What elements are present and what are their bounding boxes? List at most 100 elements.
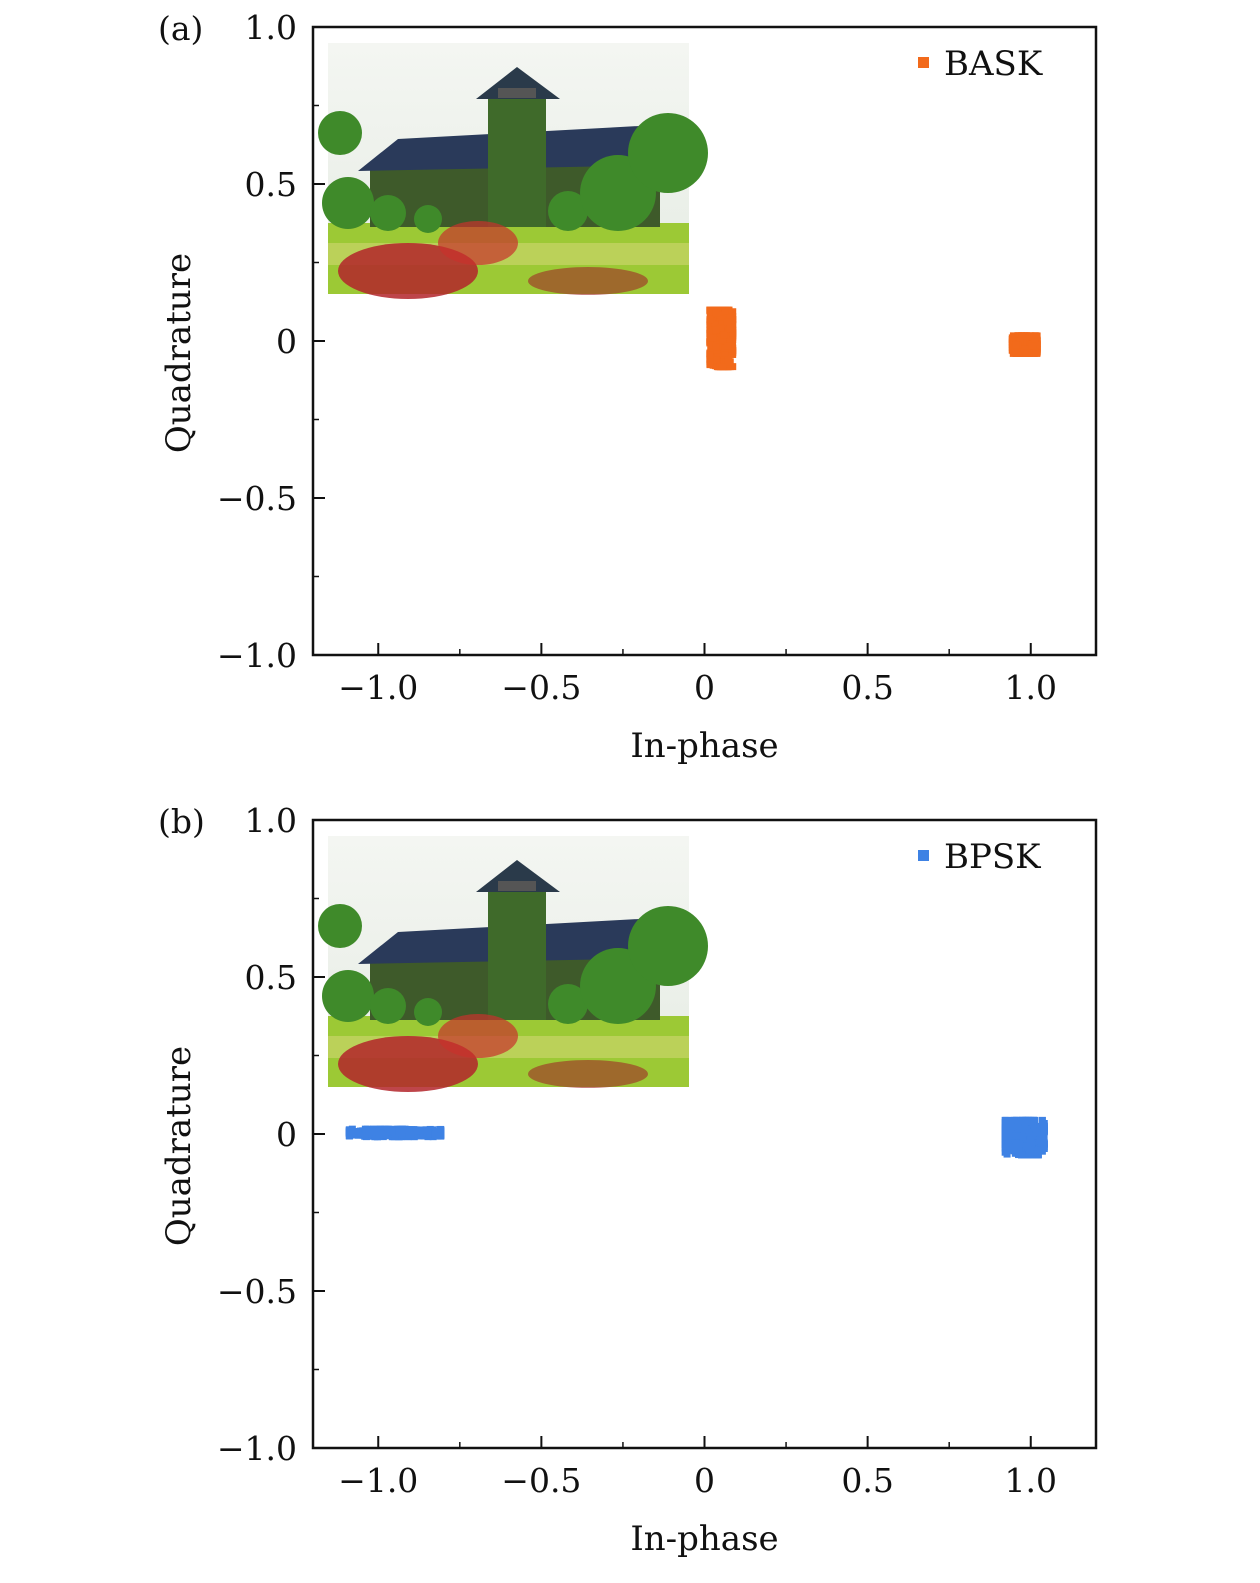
y-tick-label: −0.5 — [217, 479, 297, 518]
data-point — [1023, 1133, 1031, 1141]
series-BPSK — [345, 1116, 1048, 1159]
data-point — [1001, 1116, 1009, 1124]
data-point — [1014, 1119, 1022, 1127]
data-point — [712, 326, 720, 334]
x-tick-label: −0.5 — [501, 1461, 581, 1500]
data-point — [706, 351, 714, 359]
data-point — [361, 1132, 369, 1140]
data-point — [407, 1131, 415, 1139]
data-point — [724, 358, 732, 366]
data-point — [726, 314, 734, 322]
data-point — [712, 309, 720, 317]
data-point — [352, 1129, 360, 1137]
data-point — [399, 1126, 407, 1134]
y-tick-label: −0.5 — [217, 1272, 297, 1311]
x-tick-label: 1.0 — [1005, 1461, 1057, 1500]
data-point — [369, 1128, 377, 1136]
x-tick-label: 1.0 — [1005, 668, 1057, 707]
x-axis-title: In-phase — [630, 1519, 778, 1559]
figure-panel-b: −1.0 −0.5 0 0.5 1.0 −1.0 −0.5 0 0.5 1.0 In-phase Qu… — [0, 793, 1260, 1583]
data-point — [1019, 1117, 1027, 1125]
data-point — [1001, 1129, 1009, 1137]
data-point — [718, 320, 726, 328]
data-point — [1038, 1132, 1046, 1140]
data-point — [1028, 342, 1036, 350]
data-point — [713, 346, 721, 354]
data-point — [729, 350, 737, 358]
data-point — [724, 342, 732, 350]
series-BASK — [706, 306, 1041, 371]
figure-panel-a: −1.0 −0.5 0 0.5 1.0 −1.0 −0.5 0 0.5 1.0 In-phase Qu… — [0, 0, 1260, 790]
data-point — [1027, 1118, 1035, 1126]
data-point — [706, 316, 714, 324]
data-point — [729, 331, 737, 339]
legend: BPSK — [918, 837, 1041, 877]
data-point — [1032, 349, 1040, 357]
data-point — [1029, 1132, 1037, 1140]
data-point — [1001, 1124, 1009, 1132]
data-point — [1018, 1126, 1026, 1134]
data-point — [1012, 1139, 1020, 1147]
data-point — [1029, 1124, 1037, 1132]
legend-label: BASK — [944, 44, 1043, 84]
data-point — [1010, 1116, 1018, 1124]
data-point — [1006, 1130, 1014, 1138]
data-point — [384, 1125, 392, 1133]
data-point — [1009, 1146, 1017, 1154]
data-point — [1015, 1147, 1023, 1155]
data-point — [1023, 340, 1031, 348]
scatter-chart-a: −1.0 −0.5 0 0.5 1.0 −1.0 −0.5 0 0.5 1.0 In-phase Qu… — [158, 8, 1098, 766]
data-point — [419, 1130, 427, 1138]
data-point — [706, 329, 714, 337]
x-axis-title: In-phase — [630, 726, 778, 766]
data-point — [1014, 1125, 1022, 1133]
data-point — [729, 336, 737, 344]
data-point — [379, 1131, 387, 1139]
data-point — [1040, 1122, 1048, 1130]
data-point — [1016, 337, 1024, 345]
legend-marker — [918, 57, 929, 68]
data-point — [1026, 1147, 1034, 1155]
x-tick-label: −1.0 — [338, 1461, 418, 1500]
data-point — [390, 1127, 398, 1135]
data-point — [723, 318, 731, 326]
scatter-chart-b: −1.0 −0.5 0 0.5 1.0 −1.0 −0.5 0 0.5 1.0 In-phase Qu… — [158, 801, 1098, 1559]
data-point — [726, 325, 734, 333]
inset-photo — [318, 836, 708, 1092]
data-point — [712, 356, 720, 364]
y-tick-label: 0.5 — [245, 165, 297, 204]
x-tick-label: 0.5 — [841, 668, 893, 707]
y-tick-label: −1.0 — [217, 1429, 297, 1468]
inset-photo — [318, 43, 708, 299]
data-point — [1031, 338, 1039, 346]
data-point — [716, 311, 724, 319]
data-point — [1005, 1125, 1013, 1133]
data-point — [365, 1128, 373, 1136]
data-point — [711, 321, 719, 329]
data-point — [423, 1127, 431, 1135]
data-point — [718, 363, 726, 371]
data-point — [1038, 1116, 1046, 1124]
data-point — [1034, 1147, 1042, 1155]
y-tick-label: 0 — [276, 1115, 297, 1154]
data-point — [419, 1127, 427, 1135]
data-point — [391, 1132, 399, 1140]
y-tick-label: −1.0 — [217, 636, 297, 675]
data-point — [721, 349, 729, 357]
legend-label: BPSK — [944, 837, 1041, 877]
x-tick-label: 0.5 — [841, 1461, 893, 1500]
data-point — [1011, 345, 1019, 353]
data-point — [376, 1129, 384, 1137]
data-point — [706, 357, 714, 365]
data-point — [437, 1125, 445, 1133]
y-tick-label: 1.0 — [245, 8, 297, 47]
legend-marker — [918, 850, 929, 861]
data-point — [1023, 349, 1031, 357]
data-point — [1022, 1142, 1030, 1150]
data-point — [1024, 1151, 1032, 1159]
data-point — [729, 363, 737, 371]
panel-label: (b) — [158, 802, 205, 841]
data-point — [725, 306, 733, 314]
y-tick-label: 1.0 — [245, 801, 297, 840]
data-point — [345, 1132, 353, 1140]
